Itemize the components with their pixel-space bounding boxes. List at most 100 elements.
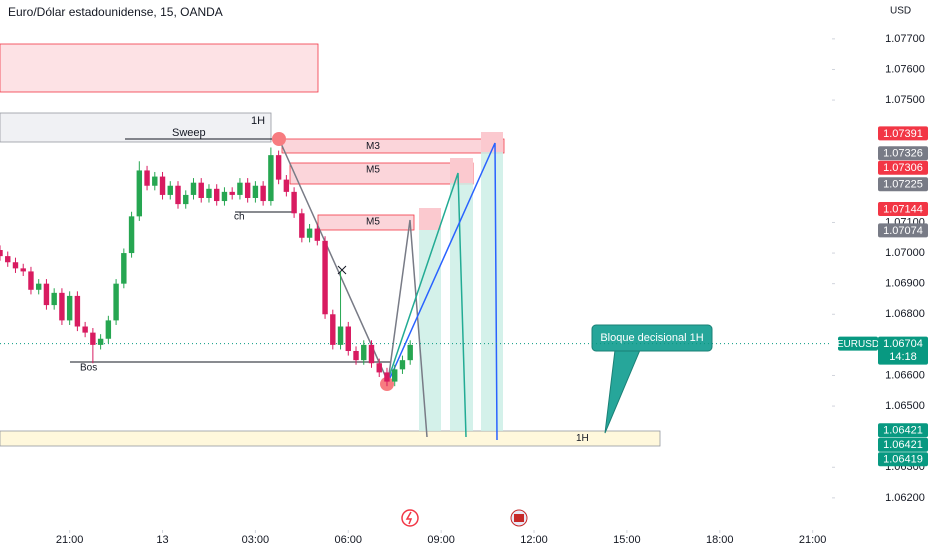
candle-body (353, 350, 359, 361)
y-tick-label: 1.06500 (885, 400, 925, 412)
zone-label: M3 (366, 141, 380, 152)
y-tick-label: 1.06600 (885, 369, 925, 381)
last-price-tag (878, 336, 928, 365)
zone-m3 (281, 138, 505, 154)
zone-label: M5 (366, 217, 380, 228)
candle-body (66, 295, 73, 321)
x-tick-label: 15:00 (613, 534, 641, 546)
price-tag (878, 146, 928, 161)
zone-label: 1H (251, 115, 265, 127)
candle-body (74, 295, 81, 327)
candle-body (136, 170, 143, 217)
price-tag-label: 1.06421 (883, 425, 923, 437)
price-tag-label: 1.06419 (883, 454, 923, 466)
candle-body (213, 188, 220, 202)
annotation: ch (234, 212, 245, 223)
symbol-label: EURUSD (837, 339, 879, 350)
path-line (278, 138, 428, 438)
candle-body (399, 360, 406, 370)
last-price-label: 1.06704 (883, 338, 923, 350)
candle-body (337, 326, 344, 345)
candle-body (392, 369, 398, 382)
price-tag-label: 1.07326 (883, 148, 923, 160)
chart-title: Euro/Dólar estadounidense, 15, OANDA (8, 5, 223, 19)
candle-body (105, 320, 112, 339)
candle-body (384, 372, 390, 382)
candle-body (167, 185, 173, 195)
candle-body (128, 216, 135, 254)
candle-body (59, 292, 65, 321)
candle-body (43, 283, 50, 306)
candle-body (20, 268, 26, 272)
callout-text: Bloque decisional 1H (600, 332, 703, 344)
x-tick-label: 06:00 (335, 534, 363, 546)
zone-1h (0, 112, 272, 143)
candle-body (376, 363, 382, 373)
stop-box (419, 208, 441, 230)
candle-body (244, 182, 251, 198)
y-tick-label: 1.06200 (885, 492, 925, 504)
path-line (389, 142, 498, 441)
candle-body (314, 228, 321, 241)
candle-body (260, 185, 266, 202)
candle-body (28, 271, 34, 290)
candle-body (90, 332, 96, 345)
candle-body (322, 240, 328, 315)
zone-m5 (317, 214, 415, 231)
candle-body (159, 176, 166, 195)
event-icon[interactable] (401, 509, 419, 527)
supply-zone (0, 43, 319, 93)
candle-body (361, 344, 367, 361)
cross-marker (337, 265, 347, 275)
zone-1h (0, 430, 661, 447)
annotation: Sweep (172, 127, 206, 139)
candle-body (206, 188, 212, 198)
price-tag-label: 1.07391 (883, 128, 923, 140)
y-tick-label: 1.07700 (885, 33, 925, 45)
candle-body (144, 170, 150, 186)
candle-body (152, 176, 158, 186)
candle-body (82, 326, 88, 333)
symbol-tag (838, 336, 878, 351)
price-tag-label: 1.07306 (883, 162, 923, 174)
candle-body (12, 262, 19, 269)
target-box (481, 152, 503, 431)
x-tick-label: 21:00 (799, 534, 827, 546)
price-tag-label: 1.07074 (883, 225, 923, 237)
candle-body (275, 155, 282, 180)
candle-body (368, 344, 375, 364)
price-tag-label: 1.06421 (883, 439, 923, 451)
zone-label: 1H (576, 433, 589, 444)
candle-body (97, 338, 104, 345)
y-tick-label: 1.07500 (885, 94, 925, 106)
candle-body (198, 182, 204, 198)
candle-body (221, 191, 228, 202)
countdown-label: 14:18 (889, 351, 917, 363)
price-tag (878, 452, 928, 467)
candle-body (268, 155, 274, 202)
candle-body (190, 182, 197, 195)
candle-body (51, 292, 57, 306)
y-tick-label: 1.07000 (885, 247, 925, 259)
currency: USD (890, 6, 911, 17)
candle-body (183, 194, 189, 205)
price-tag (878, 160, 928, 175)
candle-body (299, 213, 305, 238)
candle-body (306, 228, 313, 238)
zone-label: M5 (366, 165, 380, 176)
candle-body (291, 191, 297, 214)
stop-box (481, 132, 503, 152)
x-tick-label: 18:00 (706, 534, 734, 546)
candle-body (5, 256, 11, 263)
candle-body (345, 326, 351, 351)
x-tick-label: 03:00 (242, 534, 270, 546)
event-icon-glyph (514, 514, 524, 522)
candle-body (237, 182, 243, 195)
candle-body (0, 250, 3, 257)
price-tag (878, 223, 928, 238)
candle-body (407, 344, 413, 361)
price-tag-label: 1.07144 (883, 203, 923, 215)
event-icon-glyph (405, 511, 413, 525)
candle-body (252, 185, 259, 198)
price-tag (878, 423, 928, 438)
